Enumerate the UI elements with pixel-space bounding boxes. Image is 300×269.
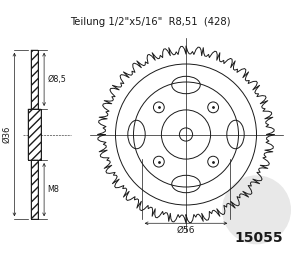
Bar [31,160,38,219]
Circle shape [222,175,291,244]
Bar [28,109,41,160]
Text: Teilung 1/2"x5/16"  R8,51  (428): Teilung 1/2"x5/16" R8,51 (428) [70,17,230,27]
Text: Ø56: Ø56 [177,226,195,235]
Text: 15055: 15055 [235,231,284,245]
Bar [31,50,38,109]
Text: Ø8,5: Ø8,5 [47,75,66,84]
Text: Ø36: Ø36 [2,126,11,143]
Text: M8: M8 [47,185,59,194]
